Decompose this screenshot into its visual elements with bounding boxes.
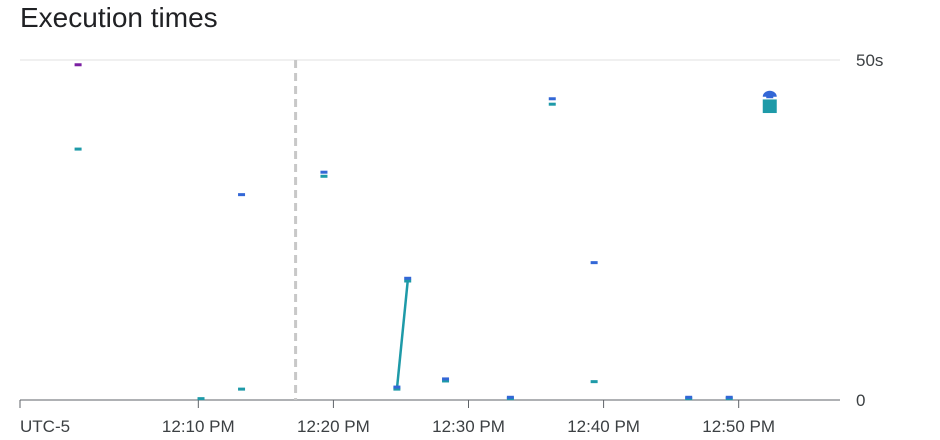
data-point [404, 279, 412, 283]
data-point [320, 174, 328, 178]
x-tick-label: 12:50 PM [702, 417, 775, 436]
data-point [590, 380, 598, 384]
data-point [685, 395, 693, 399]
data-point [74, 147, 82, 151]
data-point [393, 387, 401, 391]
data-point [506, 395, 514, 399]
y-tick-label: 50s [856, 51, 883, 70]
data-point [404, 276, 412, 280]
data-point [442, 377, 450, 381]
y-tick-label: 0 [856, 391, 865, 410]
data-point-cluster-cap [762, 90, 777, 97]
data-point [238, 193, 246, 197]
data-point [393, 385, 401, 389]
data-point [197, 397, 205, 401]
chart-title: Execution times [20, 2, 218, 33]
data-point [320, 170, 328, 174]
timezone-label: UTC-5 [20, 417, 70, 436]
data-point-cluster [762, 99, 777, 114]
x-tick-label: 12:40 PM [567, 417, 640, 436]
data-point [238, 387, 246, 391]
data-point [590, 261, 598, 265]
x-tick-label: 12:30 PM [432, 417, 505, 436]
x-tick-label: 12:20 PM [297, 417, 370, 436]
data-point [442, 379, 450, 383]
x-tick-label: 12:10 PM [162, 417, 235, 436]
data-point [548, 102, 556, 106]
data-point [548, 97, 556, 101]
execution-trend-line [395, 280, 409, 390]
data-point [725, 395, 733, 399]
data-point [74, 63, 82, 67]
